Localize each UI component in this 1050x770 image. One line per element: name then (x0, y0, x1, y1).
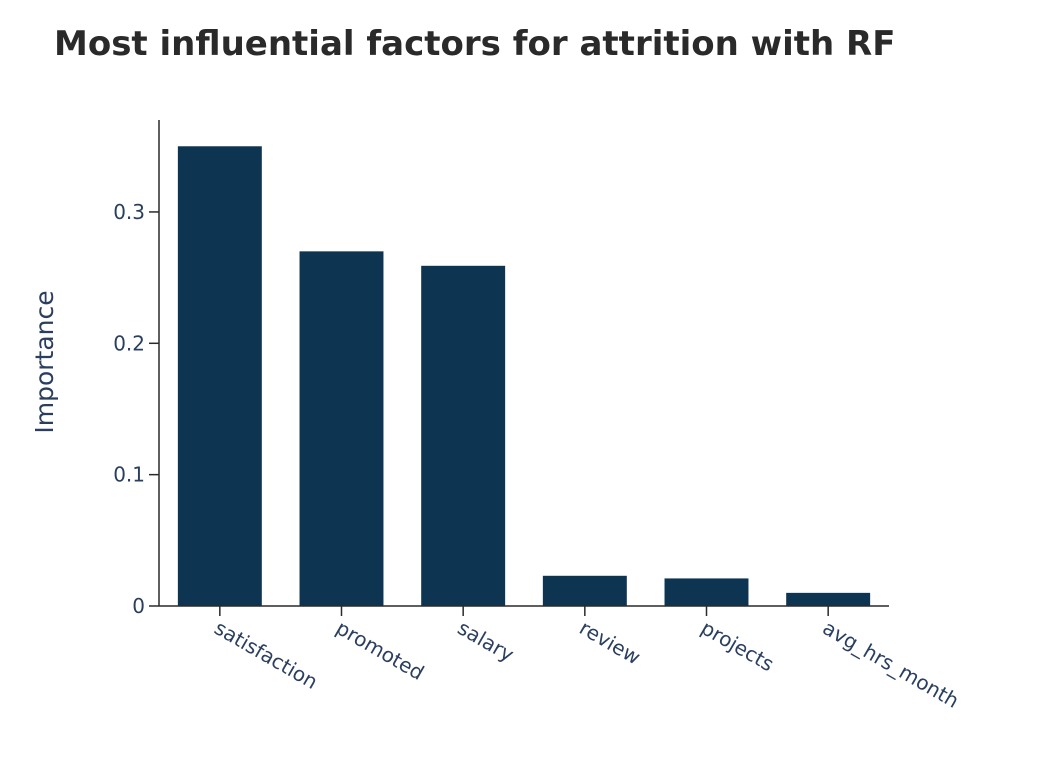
x-tick-label-projects: projects (697, 616, 778, 677)
y-tick-label: 0.1 (113, 463, 145, 487)
bar-projects (664, 578, 749, 606)
bar-promoted (299, 251, 384, 606)
x-tick-label-review: review (575, 616, 644, 670)
bar-review (542, 575, 627, 606)
chart-title: Most influential factors for attrition w… (54, 24, 896, 64)
x-tick-label-salary: salary (454, 616, 519, 667)
y-tick-label: 0.3 (113, 200, 145, 224)
bars-layer (177, 146, 871, 606)
bar-avg_hrs_month (786, 592, 871, 606)
y-tick-label: 0.2 (113, 331, 145, 355)
bar-salary (421, 265, 506, 606)
x-tick-label-satisfaction: satisfaction (210, 616, 322, 694)
x-tick-label-promoted: promoted (332, 616, 428, 685)
y-axis-title: Importance (30, 290, 59, 433)
x-tick-label-avg_hrs_month: avg_hrs_month (819, 616, 964, 713)
bar-satisfaction (177, 146, 262, 606)
y-tick-label: 0 (132, 594, 145, 618)
axes-layer (149, 120, 889, 616)
